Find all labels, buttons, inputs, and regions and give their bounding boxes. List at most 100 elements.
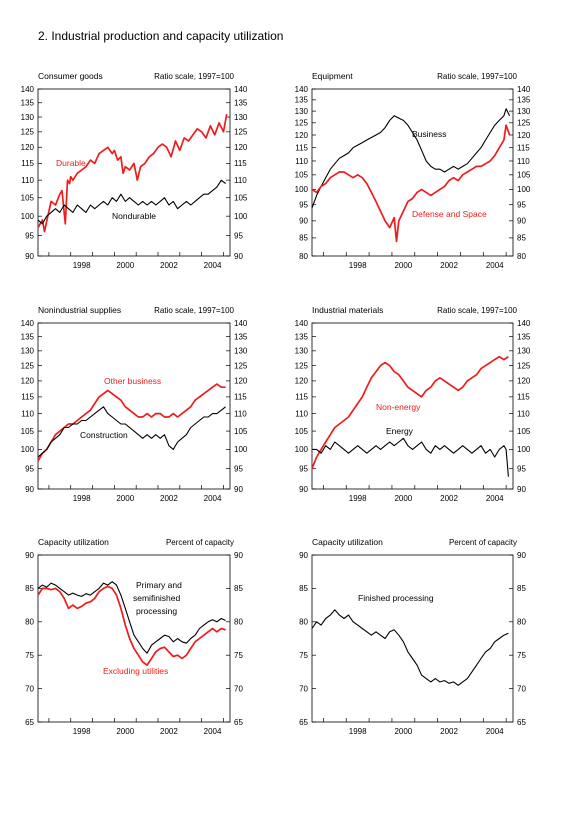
y-tick-label: 130: [234, 113, 248, 122]
panel-frame: [311, 554, 514, 723]
series-label-construction: Construction: [80, 430, 128, 440]
y-tick-label: 95: [234, 464, 243, 473]
x-tick-label: 2000: [394, 261, 412, 270]
y-tick-label: 95: [517, 201, 526, 210]
y-tick-label: 135: [517, 96, 531, 105]
y-tick-label: 70: [234, 684, 243, 693]
y-tick-label: 100: [295, 445, 309, 454]
y-tick-label: 120: [21, 143, 35, 152]
x-tick-label: 2002: [160, 261, 178, 270]
y-tick-label: 105: [295, 427, 309, 436]
chart-panel-6: Capacity utilization Percent of capacity 6…: [299, 537, 526, 736]
y-tick-label: 105: [21, 194, 35, 203]
y-tick-label: 110: [295, 409, 308, 418]
y-tick-label: 100: [21, 212, 35, 221]
x-tick-label: 2004: [486, 261, 504, 270]
y-tick-label: 140: [234, 85, 248, 94]
x-tick-label: 2002: [440, 494, 458, 503]
y-tick-label: 80: [517, 252, 526, 261]
y-tick-label: 135: [234, 332, 248, 341]
y-tick-label: 100: [295, 185, 309, 194]
panel-title: Consumer goods: [38, 71, 103, 81]
panel-title: Equipment: [312, 71, 353, 81]
x-tick-label: 2002: [160, 727, 178, 736]
y-tick-label: 75: [234, 651, 243, 660]
y-tick-label: 125: [517, 361, 531, 370]
y-tick-label: 110: [517, 157, 530, 166]
x-tick-label: 2004: [204, 261, 222, 270]
y-tick-label: 125: [21, 361, 35, 370]
y-tick-label: 90: [234, 551, 243, 560]
y-tick-label: 105: [295, 171, 309, 180]
y-tick-label: 100: [517, 185, 531, 194]
y-tick-label: 125: [517, 119, 531, 128]
panel-frame: [37, 554, 231, 723]
series-label-nondurable: Nondurable: [112, 211, 156, 221]
y-tick-label: 90: [299, 217, 308, 226]
y-tick-label: 115: [21, 159, 34, 168]
series-line-other-business: [37, 383, 226, 462]
y-tick-label: 95: [25, 231, 34, 240]
y-tick-label: 105: [517, 171, 531, 180]
y-tick-label: 90: [25, 485, 34, 494]
series-label-non-energy: Non-energy: [376, 402, 421, 412]
y-tick-label: 65: [299, 718, 308, 727]
y-tick-label: 90: [517, 551, 526, 560]
y-tick-label: 120: [295, 131, 309, 140]
y-tick-label: 90: [25, 551, 34, 560]
y-tick-label: 115: [234, 159, 247, 168]
y-tick-label: 75: [25, 651, 34, 660]
y-tick-label: 115: [234, 393, 247, 402]
y-tick-label: 115: [21, 393, 34, 402]
x-tick-label: 2002: [440, 261, 458, 270]
y-tick-label: 130: [517, 347, 531, 356]
y-tick-label: 65: [517, 718, 526, 727]
y-tick-label: 105: [234, 427, 248, 436]
y-tick-label: 75: [517, 651, 526, 660]
y-tick-label: 120: [21, 377, 35, 386]
y-tick-label: 90: [299, 485, 308, 494]
y-tick-label: 110: [295, 157, 308, 166]
panel-title: Industrial materials: [312, 305, 383, 315]
y-tick-label: 125: [295, 119, 309, 128]
y-tick-label: 70: [25, 684, 34, 693]
y-tick-label: 130: [234, 347, 248, 356]
y-tick-label: 70: [517, 684, 526, 693]
x-tick-label: 1998: [73, 727, 91, 736]
y-tick-label: 90: [25, 252, 34, 261]
y-tick-label: 110: [517, 409, 530, 418]
y-tick-label: 110: [234, 176, 247, 185]
y-tick-label: 80: [25, 618, 34, 627]
series-line-defense-and-space: [311, 124, 511, 243]
y-tick-label: 140: [21, 319, 35, 328]
y-tick-label: 130: [295, 347, 309, 356]
y-tick-label: 130: [21, 347, 35, 356]
y-tick-label: 75: [299, 651, 308, 660]
series-line-nondurable: [37, 179, 226, 225]
panel-unit-label: Percent of capacity: [166, 538, 234, 547]
y-tick-label: 135: [295, 96, 309, 105]
series-line-non-energy: [311, 355, 509, 470]
y-tick-label: 85: [517, 234, 526, 243]
panel-frame: [37, 88, 231, 257]
y-tick-label: 135: [21, 332, 35, 341]
chart-panel-5: Capacity utilization Percent of capacity 6…: [25, 537, 243, 736]
x-tick-label: 2000: [394, 727, 412, 736]
x-tick-label: 2004: [204, 727, 222, 736]
figure-title: 2. Industrial production and capacity ut…: [38, 29, 284, 43]
y-tick-label: 95: [517, 464, 526, 473]
y-tick-label: 140: [295, 85, 309, 94]
chart-panel-4: Industrial materials Ratio scale, 1997=10…: [295, 305, 531, 503]
series-line-construction: [37, 406, 226, 458]
y-tick-label: 125: [234, 128, 248, 137]
y-tick-label: 115: [295, 144, 308, 153]
y-tick-label: 135: [295, 332, 309, 341]
y-tick-label: 85: [234, 584, 243, 593]
y-tick-label: 85: [517, 584, 526, 593]
x-tick-label: 2004: [204, 494, 222, 503]
series-line-business: [311, 108, 511, 209]
y-tick-label: 115: [517, 393, 530, 402]
y-tick-label: 85: [25, 584, 34, 593]
y-tick-label: 90: [234, 252, 243, 261]
x-tick-label: 1998: [73, 261, 91, 270]
